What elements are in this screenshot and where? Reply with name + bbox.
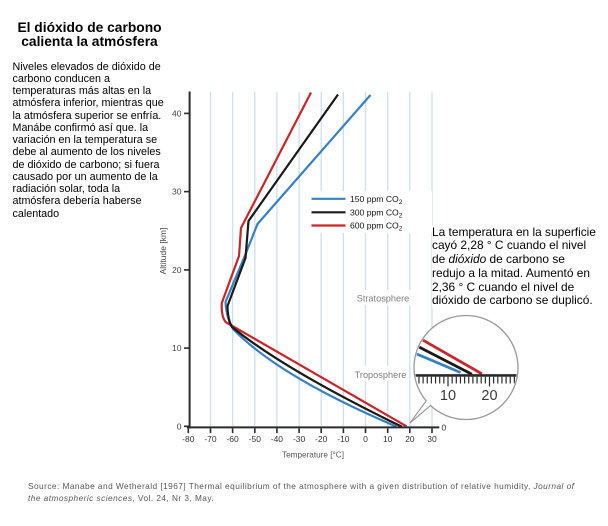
svg-text:Stratosphere: Stratosphere bbox=[357, 294, 410, 304]
svg-text:-10: -10 bbox=[337, 434, 350, 444]
svg-text:10: 10 bbox=[172, 343, 182, 353]
svg-text:-60: -60 bbox=[226, 434, 239, 444]
svg-text:30: 30 bbox=[427, 434, 437, 444]
svg-text:-70: -70 bbox=[204, 434, 217, 444]
svg-text:30: 30 bbox=[172, 187, 182, 197]
svg-text:0: 0 bbox=[442, 422, 447, 432]
svg-text:10: 10 bbox=[383, 434, 393, 444]
svg-text:-80: -80 bbox=[182, 434, 195, 444]
svg-text:-30: -30 bbox=[293, 434, 306, 444]
svg-text:20: 20 bbox=[481, 388, 497, 404]
svg-text:Altitude [km]: Altitude [km] bbox=[158, 228, 168, 275]
svg-text:600 ppm CO2: 600 ppm CO2 bbox=[350, 221, 403, 233]
svg-text:0: 0 bbox=[363, 434, 368, 444]
svg-text:40: 40 bbox=[172, 108, 182, 118]
svg-text:300 ppm CO2: 300 ppm CO2 bbox=[350, 208, 403, 220]
svg-text:150 ppm CO2: 150 ppm CO2 bbox=[350, 194, 403, 206]
svg-text:-50: -50 bbox=[249, 434, 262, 444]
svg-text:0: 0 bbox=[177, 421, 182, 431]
svg-text:-40: -40 bbox=[271, 434, 284, 444]
svg-text:-20: -20 bbox=[315, 434, 328, 444]
svg-text:Temperature [°C]: Temperature [°C] bbox=[282, 451, 344, 460]
svg-text:10: 10 bbox=[440, 388, 456, 404]
svg-text:20: 20 bbox=[405, 434, 415, 444]
svg-text:Troposphere: Troposphere bbox=[355, 370, 407, 380]
svg-text:20: 20 bbox=[172, 265, 182, 275]
